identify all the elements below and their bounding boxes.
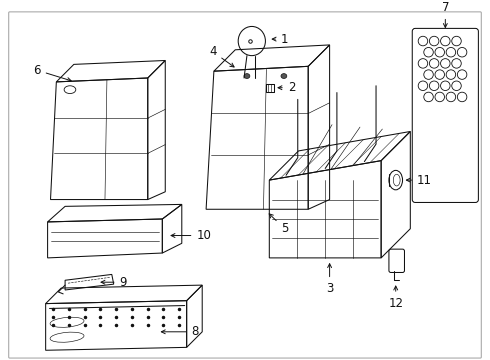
Ellipse shape [244, 73, 250, 78]
Text: 9: 9 [101, 276, 127, 289]
Text: 1: 1 [272, 33, 289, 46]
Text: 5: 5 [269, 214, 288, 235]
Text: 10: 10 [171, 229, 211, 242]
Text: 6: 6 [33, 64, 71, 81]
Text: 3: 3 [326, 264, 333, 295]
Text: 8: 8 [161, 325, 199, 338]
Text: 4: 4 [209, 45, 234, 67]
Text: 11: 11 [406, 174, 432, 186]
Text: 2: 2 [278, 81, 295, 94]
Text: 12: 12 [388, 286, 403, 310]
Ellipse shape [281, 73, 287, 78]
Text: 7: 7 [441, 1, 449, 27]
